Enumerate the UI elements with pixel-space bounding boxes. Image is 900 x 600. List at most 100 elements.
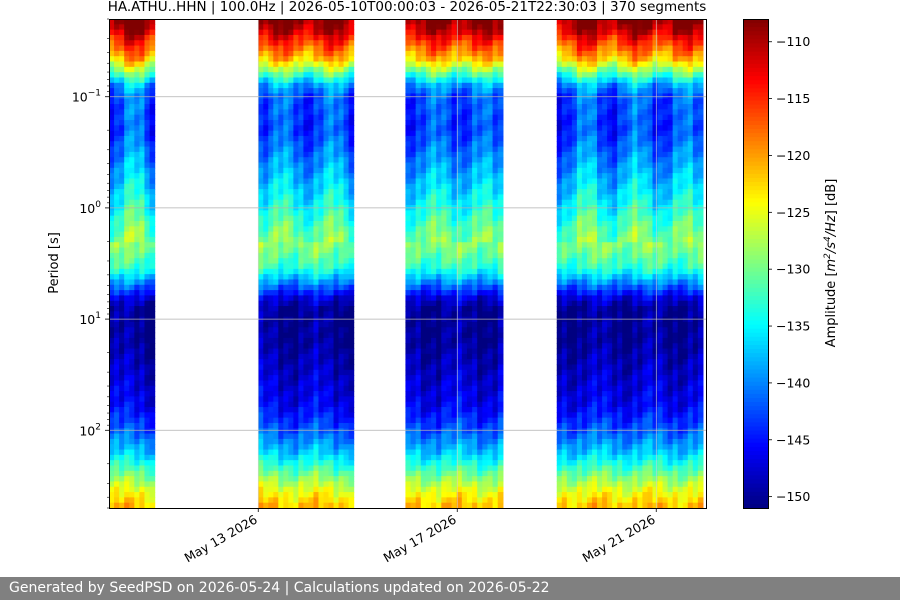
heatmap-cell [451, 353, 458, 360]
heatmap-cell [313, 61, 320, 68]
heatmap-cell [405, 407, 412, 413]
heatmap-cell [323, 242, 330, 249]
heatmap-cell [323, 476, 330, 483]
heatmap-cell [303, 290, 310, 296]
heatmap-cell [566, 50, 573, 57]
heatmap-cell [415, 242, 422, 249]
heatmap-cell [114, 88, 120, 95]
heatmap-cell [456, 61, 463, 68]
heatmap-cell [497, 194, 504, 201]
heatmap-cell [561, 396, 568, 403]
heatmap-cell [338, 369, 345, 376]
heatmap-cell [293, 114, 299, 121]
heatmap-cell [561, 157, 568, 164]
heatmap-cell [441, 56, 448, 63]
heatmap-cell [144, 77, 151, 84]
heatmap-cell [343, 359, 350, 366]
heatmap-cell [425, 40, 432, 47]
heatmap-cell [129, 396, 135, 403]
heatmap-cell [308, 157, 315, 164]
heatmap-cell [492, 460, 499, 467]
heatmap-cell [283, 178, 289, 185]
heatmap-cell [566, 77, 573, 84]
heatmap-cell [415, 194, 422, 201]
heatmap-cell [278, 311, 284, 318]
heatmap-cell [328, 391, 335, 397]
heatmap-cell [451, 183, 458, 190]
heatmap-cell [492, 407, 499, 413]
heatmap-cell [124, 444, 130, 451]
heatmap-cell [288, 125, 294, 132]
heatmap-cell [318, 268, 325, 275]
heatmap-cell [497, 231, 504, 238]
heatmap-cell [328, 34, 335, 41]
heatmap-cell [328, 407, 335, 413]
heatmap-cell [576, 295, 583, 302]
heatmap-cell [571, 497, 578, 504]
heatmap-cell [298, 311, 305, 318]
heatmap-cell [328, 258, 335, 265]
heatmap-cell [343, 24, 350, 31]
heatmap-cell [129, 258, 135, 265]
heatmap-cell [566, 231, 573, 238]
heatmap-cell [318, 401, 325, 408]
heatmap-cell [472, 332, 478, 339]
heatmap-cell [263, 401, 269, 408]
heatmap-cell [139, 19, 146, 25]
heatmap-cell [129, 189, 135, 196]
heatmap-cell [328, 279, 335, 286]
heatmap-cell [268, 481, 274, 488]
heatmap-cell [144, 252, 151, 259]
heatmap-cell [566, 290, 573, 296]
heatmap-cell [149, 125, 156, 132]
heatmap-cell [497, 72, 504, 79]
heatmap-cell [124, 220, 130, 227]
heatmap-cell [109, 167, 115, 174]
heatmap-cell [497, 359, 504, 366]
heatmap-cell [586, 77, 593, 84]
heatmap-cell [258, 353, 264, 360]
heatmap-cell [114, 481, 120, 488]
heatmap-cell [492, 364, 499, 371]
heatmap-cell [451, 247, 458, 254]
heatmap-cell [288, 66, 294, 73]
heatmap-cell [114, 109, 120, 116]
heatmap-cell [313, 72, 320, 79]
heatmap-cell [410, 327, 417, 334]
heatmap-cell [139, 359, 146, 366]
heatmap-cell [303, 295, 310, 302]
heatmap-cell [109, 348, 115, 355]
heatmap-cell [436, 343, 442, 350]
heatmap-cell [472, 146, 478, 153]
heatmap-cell [263, 279, 269, 286]
heatmap-cell [134, 183, 141, 190]
heatmap-cell [124, 465, 130, 472]
heatmap-cell [415, 380, 422, 387]
heatmap-cell [451, 104, 458, 110]
heatmap-cell [144, 433, 151, 440]
heatmap-cell [492, 316, 499, 323]
heatmap-cell [343, 66, 350, 73]
heatmap-cell [273, 295, 279, 302]
heatmap-cell [497, 407, 504, 413]
heatmap-cell [561, 470, 568, 477]
heatmap-cell [303, 119, 310, 126]
heatmap-cell [482, 236, 489, 243]
heatmap-cell [278, 486, 284, 493]
heatmap-cell [492, 19, 499, 25]
heatmap-cell [333, 327, 340, 334]
heatmap-cell [109, 242, 115, 249]
heatmap-cell [415, 210, 422, 217]
heatmap-cell [313, 438, 320, 445]
heatmap-cell [446, 470, 453, 477]
heatmap-cell [431, 29, 437, 36]
heatmap-cell [556, 497, 563, 504]
heatmap-cell [497, 337, 504, 344]
heatmap-cell [571, 173, 578, 180]
heatmap-cell [410, 460, 417, 467]
heatmap-cell [149, 242, 156, 249]
heatmap-cell [436, 109, 442, 116]
heatmap-cell [441, 88, 448, 95]
heatmap-cell [410, 88, 417, 95]
heatmap-cell [283, 364, 289, 371]
